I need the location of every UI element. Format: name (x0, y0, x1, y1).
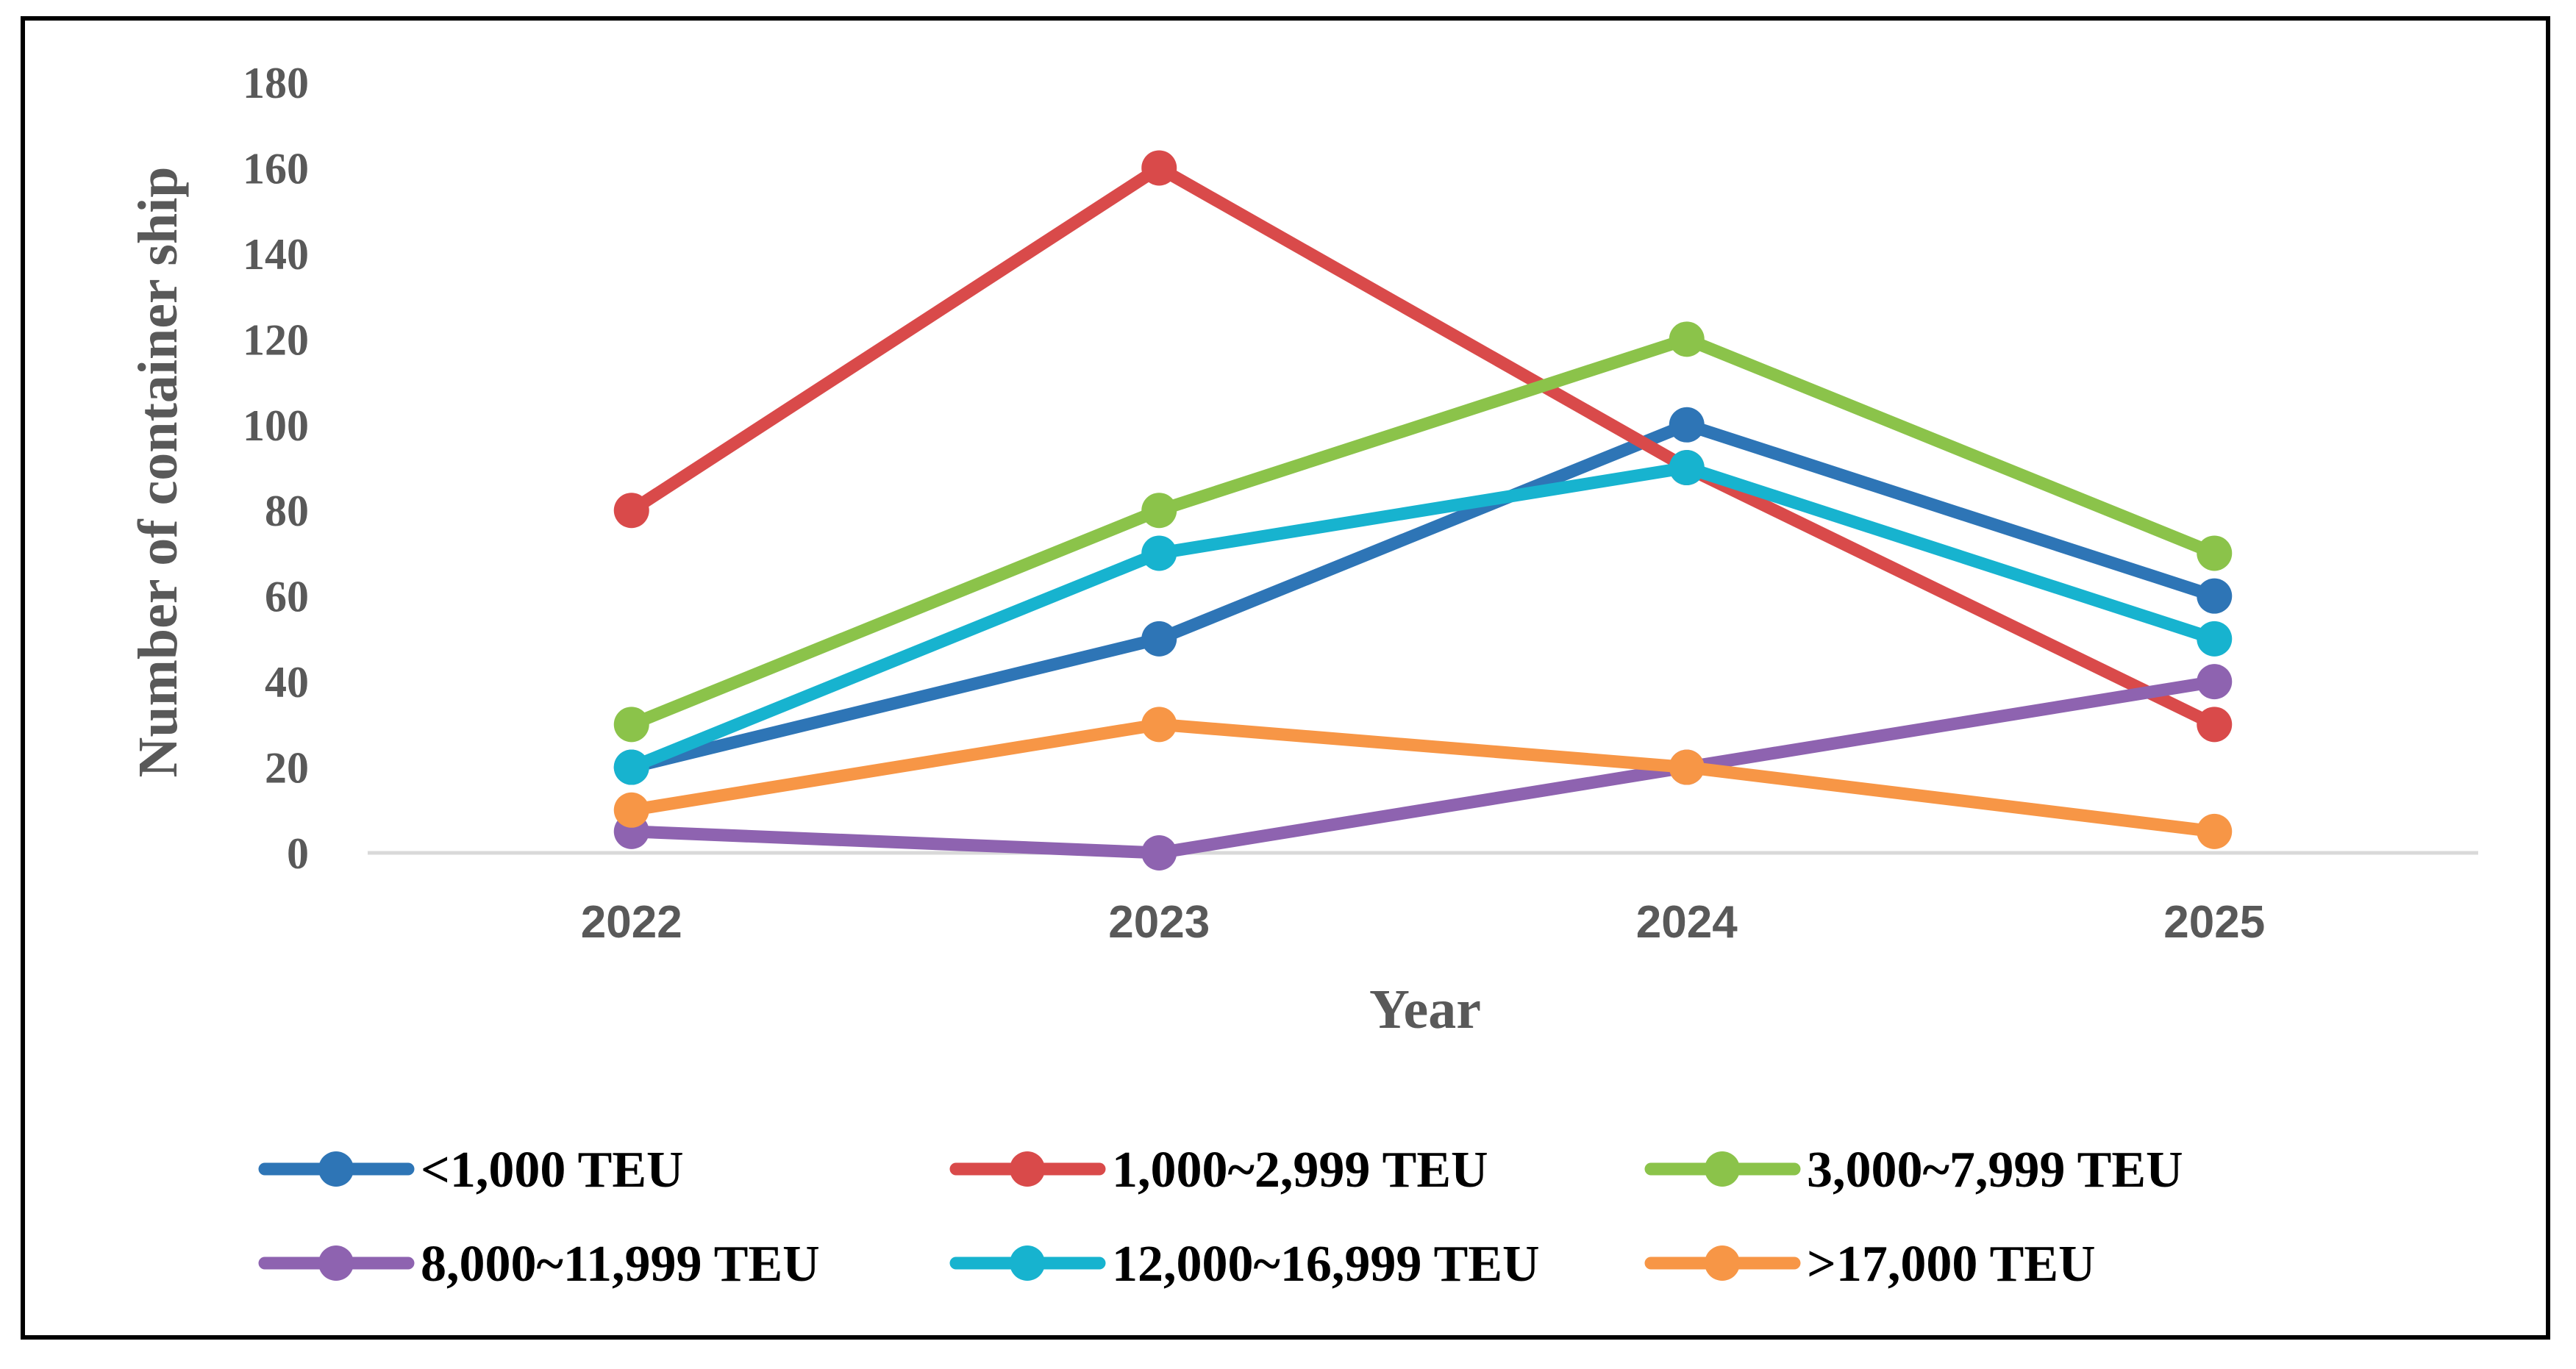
x-tick-label: 2025 (2163, 897, 2265, 948)
legend-item: 12,000~16,999 TEU (949, 1236, 1540, 1293)
legend-marker (1010, 1151, 1045, 1187)
legend-item: <1,000 TEU (258, 1142, 684, 1198)
data-point (613, 749, 649, 785)
series-2 (613, 321, 2233, 743)
y-axis-ticks: 0 20 40 60 80 100 120 140 160 180 (243, 59, 309, 878)
legend-item: >17,000 TEU (1644, 1236, 2096, 1293)
legend: <1,000 TEU 1,000~2,999 TEU 3,000~7,999 TEU… (258, 1142, 2183, 1293)
series-line (625, 461, 2221, 774)
y-tick-label: 80 (265, 487, 309, 535)
x-tick-label: 2022 (581, 897, 682, 948)
data-point (1141, 621, 1177, 657)
legend-item: 1,000~2,999 TEU (949, 1142, 1488, 1198)
data-point (1669, 749, 1705, 785)
data-point (1669, 407, 1705, 443)
data-point (2197, 813, 2233, 849)
legend-label: 12,000~16,999 TEU (1112, 1236, 1540, 1293)
x-axis-title: Year (1369, 979, 1481, 1040)
data-point (1141, 535, 1177, 571)
legend-label: 1,000~2,999 TEU (1112, 1142, 1488, 1198)
series-line (625, 718, 2221, 838)
data-point (2197, 664, 2233, 700)
data-point (1141, 835, 1177, 871)
data-point (1141, 707, 1177, 743)
data-point (1669, 450, 1705, 485)
series-5 (613, 707, 2233, 849)
y-tick-label: 100 (243, 401, 309, 450)
data-point (2197, 621, 2233, 657)
legend-item: 8,000~11,999 TEU (258, 1236, 820, 1293)
series-line (625, 418, 2221, 774)
series-line (625, 332, 2221, 731)
series-3 (613, 664, 2233, 871)
data-point (1669, 321, 1705, 357)
legend-marker (318, 1151, 354, 1187)
legend-marker (1010, 1245, 1045, 1281)
legend-marker (1705, 1151, 1740, 1187)
data-point (2197, 535, 2233, 571)
y-tick-label: 120 (243, 315, 309, 364)
y-tick-label: 0 (287, 829, 309, 878)
legend-item: 3,000~7,999 TEU (1644, 1142, 2183, 1198)
data-point (613, 493, 649, 529)
data-point (1141, 150, 1177, 186)
series-layer (613, 150, 2233, 871)
y-axis-title: Number of container ship (127, 166, 189, 777)
data-point (613, 707, 649, 743)
y-tick-label: 40 (265, 658, 309, 707)
x-tick-label: 2024 (1636, 897, 1738, 948)
legend-marker (1705, 1245, 1740, 1281)
legend-marker (318, 1245, 354, 1281)
legend-label: >17,000 TEU (1807, 1236, 2096, 1293)
x-tick-label: 2023 (1108, 897, 1210, 948)
y-tick-label: 160 (243, 144, 309, 193)
series-line (625, 675, 2221, 859)
data-point (613, 792, 649, 828)
series-line (625, 161, 2221, 731)
series-1 (613, 150, 2233, 743)
series-4 (613, 450, 2233, 785)
data-point (2197, 707, 2233, 743)
series-0 (613, 407, 2233, 785)
legend-label: 3,000~7,999 TEU (1807, 1142, 2183, 1198)
y-tick-label: 180 (243, 59, 309, 107)
y-tick-label: 140 (243, 230, 309, 279)
y-tick-label: 60 (265, 573, 309, 621)
data-point (2197, 578, 2233, 614)
y-tick-label: 20 (265, 744, 309, 793)
data-point (1141, 493, 1177, 529)
legend-label: 8,000~11,999 TEU (421, 1236, 820, 1293)
legend-label: <1,000 TEU (421, 1142, 684, 1198)
x-axis-ticks: 2022 2023 2024 2025 (581, 897, 2265, 948)
